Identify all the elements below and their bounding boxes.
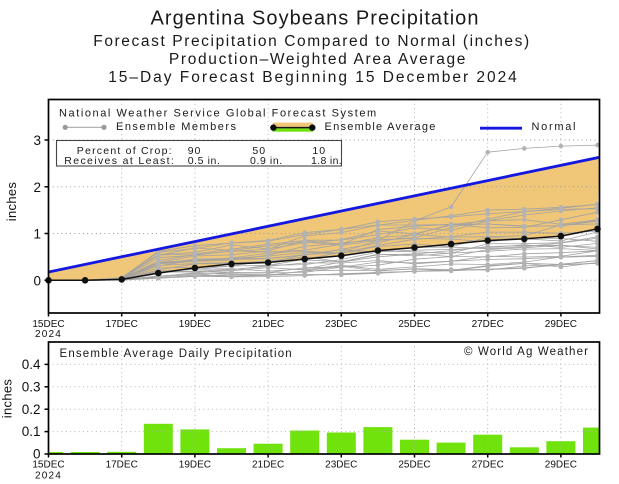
svg-text:2: 2 bbox=[33, 180, 41, 195]
svg-text:23DEC: 23DEC bbox=[325, 460, 357, 471]
svg-text:50: 50 bbox=[252, 145, 266, 157]
svg-text:0.9 in.: 0.9 in. bbox=[250, 155, 283, 167]
svg-text:27DEC: 27DEC bbox=[472, 319, 504, 330]
svg-text:19DEC: 19DEC bbox=[179, 319, 211, 330]
svg-text:Ensemble Average: Ensemble Average bbox=[325, 121, 437, 133]
svg-text:29DEC: 29DEC bbox=[545, 319, 577, 330]
svg-text:25DEC: 25DEC bbox=[398, 460, 430, 471]
svg-text:21DEC: 21DEC bbox=[252, 319, 284, 330]
svg-text:0.2: 0.2 bbox=[22, 402, 41, 417]
svg-text:0.4: 0.4 bbox=[22, 357, 41, 372]
svg-text:0.1: 0.1 bbox=[22, 424, 41, 439]
svg-text:0.3: 0.3 bbox=[22, 379, 41, 394]
svg-text:Production–Weighted Area Avera: Production–Weighted Area Average bbox=[169, 51, 467, 68]
svg-text:23DEC: 23DEC bbox=[325, 319, 357, 330]
svg-text:inches: inches bbox=[4, 182, 19, 222]
svg-text:0: 0 bbox=[33, 447, 41, 462]
svg-text:3: 3 bbox=[33, 133, 41, 148]
svg-text:2024: 2024 bbox=[35, 470, 62, 481]
svg-text:21DEC: 21DEC bbox=[252, 460, 284, 471]
svg-text:27DEC: 27DEC bbox=[472, 460, 504, 471]
svg-text:15DEC: 15DEC bbox=[32, 460, 64, 471]
svg-text:Argentina Soybeans Precipitati: Argentina Soybeans Precipitation bbox=[150, 8, 479, 30]
svg-text:1.8 in.: 1.8 in. bbox=[311, 155, 342, 167]
svg-text:National Weather Service Globa: National Weather Service Global Forecast… bbox=[59, 107, 378, 119]
svg-text:Forecast Precipitation Compare: Forecast Precipitation Compared to Norma… bbox=[93, 33, 531, 50]
svg-text:1: 1 bbox=[33, 227, 41, 242]
svg-text:Percent of Crop:: Percent of Crop: bbox=[77, 145, 173, 157]
svg-text:0: 0 bbox=[33, 273, 41, 288]
svg-text:25DEC: 25DEC bbox=[398, 319, 430, 330]
svg-text:15–Day Forecast Beginning 15 D: 15–Day Forecast Beginning 15 December 20… bbox=[108, 69, 519, 86]
svg-text:© World Ag Weather: © World Ag Weather bbox=[464, 346, 589, 358]
svg-text:Ensemble Members: Ensemble Members bbox=[116, 121, 238, 133]
svg-text:29DEC: 29DEC bbox=[545, 460, 577, 471]
svg-text:Ensemble Average Daily Precipi: Ensemble Average Daily Precipitation bbox=[60, 348, 293, 360]
svg-text:17DEC: 17DEC bbox=[106, 460, 138, 471]
svg-text:0.5 in.: 0.5 in. bbox=[188, 155, 221, 167]
svg-text:90: 90 bbox=[188, 145, 202, 157]
svg-text:19DEC: 19DEC bbox=[179, 460, 211, 471]
svg-text:15DEC: 15DEC bbox=[32, 319, 64, 330]
svg-text:2024: 2024 bbox=[35, 329, 62, 340]
svg-text:Receives at Least:: Receives at Least: bbox=[64, 155, 175, 167]
svg-text:17DEC: 17DEC bbox=[106, 319, 138, 330]
svg-text:10: 10 bbox=[312, 145, 326, 157]
svg-text:Normal: Normal bbox=[532, 121, 578, 133]
svg-text:inches: inches bbox=[0, 379, 15, 419]
